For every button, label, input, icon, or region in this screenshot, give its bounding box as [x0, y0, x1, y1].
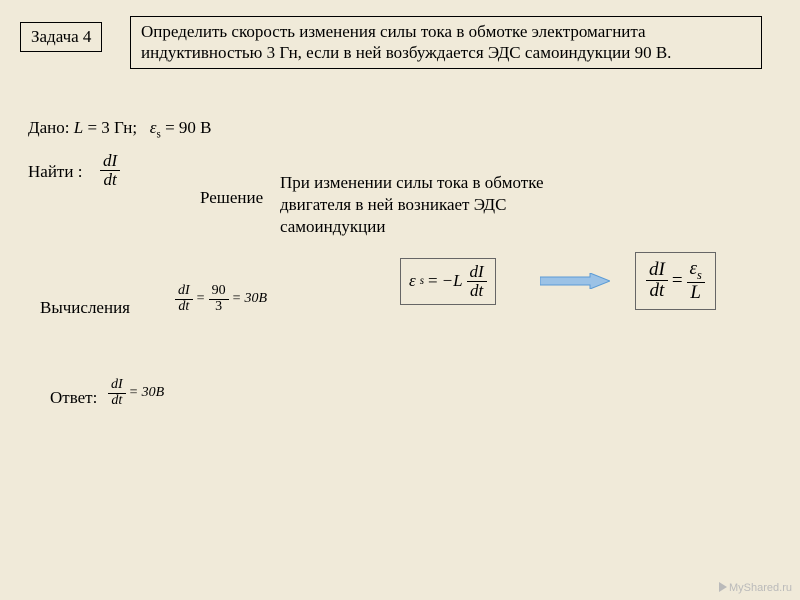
watermark: MyShared.ru	[719, 582, 792, 594]
ans-numer: dI	[108, 378, 126, 394]
L-symbol: L	[74, 118, 83, 137]
eps-symbol: ε	[150, 118, 157, 137]
answer-equation: dI dt = 30B	[108, 378, 164, 408]
find-numer: dI	[100, 152, 120, 171]
solution-text: При изменении силы тока в обмотке двигат…	[280, 172, 600, 238]
calc-result: 30B	[244, 291, 267, 307]
ans-denom: dt	[108, 394, 126, 409]
calc-eq2: =	[233, 291, 241, 307]
f1-lhs-sub: s	[420, 275, 424, 287]
f1-lhs-sym: ε	[409, 271, 416, 291]
watermark-text: MyShared.ru	[729, 582, 792, 594]
f1-numer: dI	[467, 263, 487, 282]
f2-r-numer-sub: s	[697, 268, 702, 282]
task-label: Задача 4	[31, 27, 91, 46]
given-line: Дано: L = 3 Гн; εs = 90 В	[28, 118, 212, 140]
calc-d1: dt	[175, 300, 193, 315]
eps-value: 90 В	[179, 118, 212, 137]
find-label: Найти :	[28, 162, 82, 182]
calc-equation: dI dt = 90 3 = 30B	[175, 284, 267, 314]
find-fraction: dI dt	[100, 152, 120, 189]
ans-eq: =	[130, 385, 138, 401]
f1-lead: −L	[442, 271, 463, 291]
task-label-box: Задача 4	[20, 22, 102, 52]
answer-label: Ответ:	[50, 388, 97, 408]
ans-result: 30B	[142, 385, 165, 401]
f1-eq: =	[428, 271, 438, 291]
formula-emf: εs = −L dI dt	[400, 258, 496, 305]
eps-sub: s	[157, 128, 161, 140]
problem-text: Определить скорость изменения силы тока …	[141, 22, 671, 62]
equals-2: =	[165, 118, 179, 137]
calc-label: Вычисления	[40, 298, 130, 318]
f2-l-denom: dt	[646, 281, 668, 301]
play-icon	[719, 582, 727, 592]
find-denom: dt	[100, 171, 120, 189]
f2-r-denom: L	[687, 283, 705, 303]
formula-didt: dI dt = εs L	[635, 252, 716, 310]
sep: ;	[132, 118, 145, 137]
f2-eq: =	[672, 270, 683, 292]
solution-label: Решение	[200, 188, 263, 208]
calc-eq1: =	[197, 291, 205, 307]
calc-n2: 90	[209, 284, 229, 300]
L-value: 3 Гн	[101, 118, 132, 137]
f1-denom: dt	[467, 282, 487, 300]
given-prefix: Дано:	[28, 118, 69, 137]
equals-1: =	[87, 118, 101, 137]
arrow-icon	[540, 273, 610, 289]
problem-text-box: Определить скорость изменения силы тока …	[130, 16, 762, 69]
calc-n1: dI	[175, 284, 193, 300]
calc-d2: 3	[209, 300, 229, 315]
f2-r-numer-sym: ε	[690, 258, 698, 279]
f2-l-numer: dI	[646, 260, 668, 281]
